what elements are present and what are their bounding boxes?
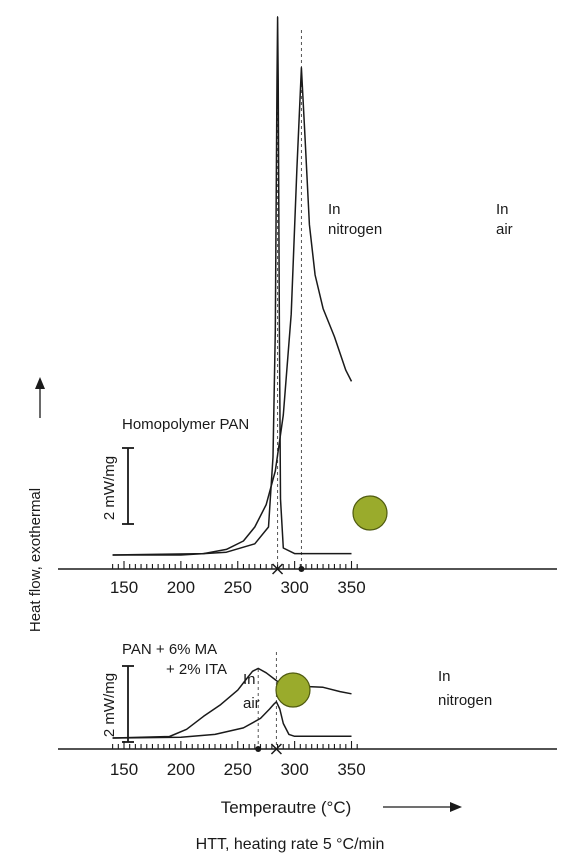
trace-in-nitrogen — [112, 701, 352, 739]
highlight-marker — [352, 495, 388, 531]
x-tick-label: 250 — [224, 760, 252, 779]
series-label: nitrogen — [438, 692, 492, 709]
panel-title-line: + 2% ITA — [166, 661, 227, 678]
scale-bar-label: 2 mW/mg — [101, 456, 118, 520]
x-tick-label: 200 — [167, 578, 195, 597]
x-tick-label: 350 — [337, 760, 365, 779]
x-tick-label: 150 — [110, 760, 138, 779]
series-label: nitrogen — [328, 221, 382, 238]
peak-x-marker — [272, 563, 284, 575]
panel-title: PAN + 6% MA + 2% ITA — [122, 641, 227, 678]
x-axis-label: Temperautre (°C) — [221, 798, 352, 817]
peak-dot-marker — [255, 746, 262, 752]
caption: HTT, heating rate 5 °C/min — [196, 836, 385, 853]
top-panel: Homopolymer PAN 2 mW/mg 150 200 250 300 350 In n… — [58, 16, 557, 597]
x-tick-label: 350 — [337, 578, 365, 597]
series-label: In — [243, 671, 256, 688]
x-tick-label: 150 — [110, 578, 138, 597]
peak-x-marker — [270, 743, 282, 755]
x-tick-label: 300 — [280, 760, 308, 779]
bottom-panel: PAN + 6% MA + 2% ITA 2 mW/mg 150 200 250 300 35… — [58, 641, 557, 779]
series-label: In — [438, 668, 451, 685]
x-tick-label: 250 — [224, 578, 252, 597]
series-label: In — [328, 201, 341, 218]
y-axis-label: Heat flow, exothermal — [27, 488, 44, 632]
panel-title-line: Homopolymer PAN — [122, 416, 249, 433]
x-tick-label: 300 — [280, 578, 308, 597]
scale-bar-label: 2 mW/mg — [101, 673, 118, 737]
x-axis-arrowhead — [450, 802, 462, 812]
y-axis-arrowhead — [35, 377, 45, 389]
trace-in-air — [112, 67, 353, 556]
series-label: air — [243, 695, 260, 712]
panel-title-line: PAN + 6% MA — [122, 641, 217, 658]
x-tick-label: 200 — [167, 760, 195, 779]
series-label: In — [496, 201, 509, 218]
trace-in-air — [112, 667, 352, 739]
series-label: air — [496, 221, 513, 238]
trace-in-nitrogen — [112, 16, 352, 556]
panel-title: Homopolymer PAN — [122, 416, 249, 433]
peak-dot-marker — [298, 566, 305, 572]
highlight-marker — [275, 672, 311, 708]
